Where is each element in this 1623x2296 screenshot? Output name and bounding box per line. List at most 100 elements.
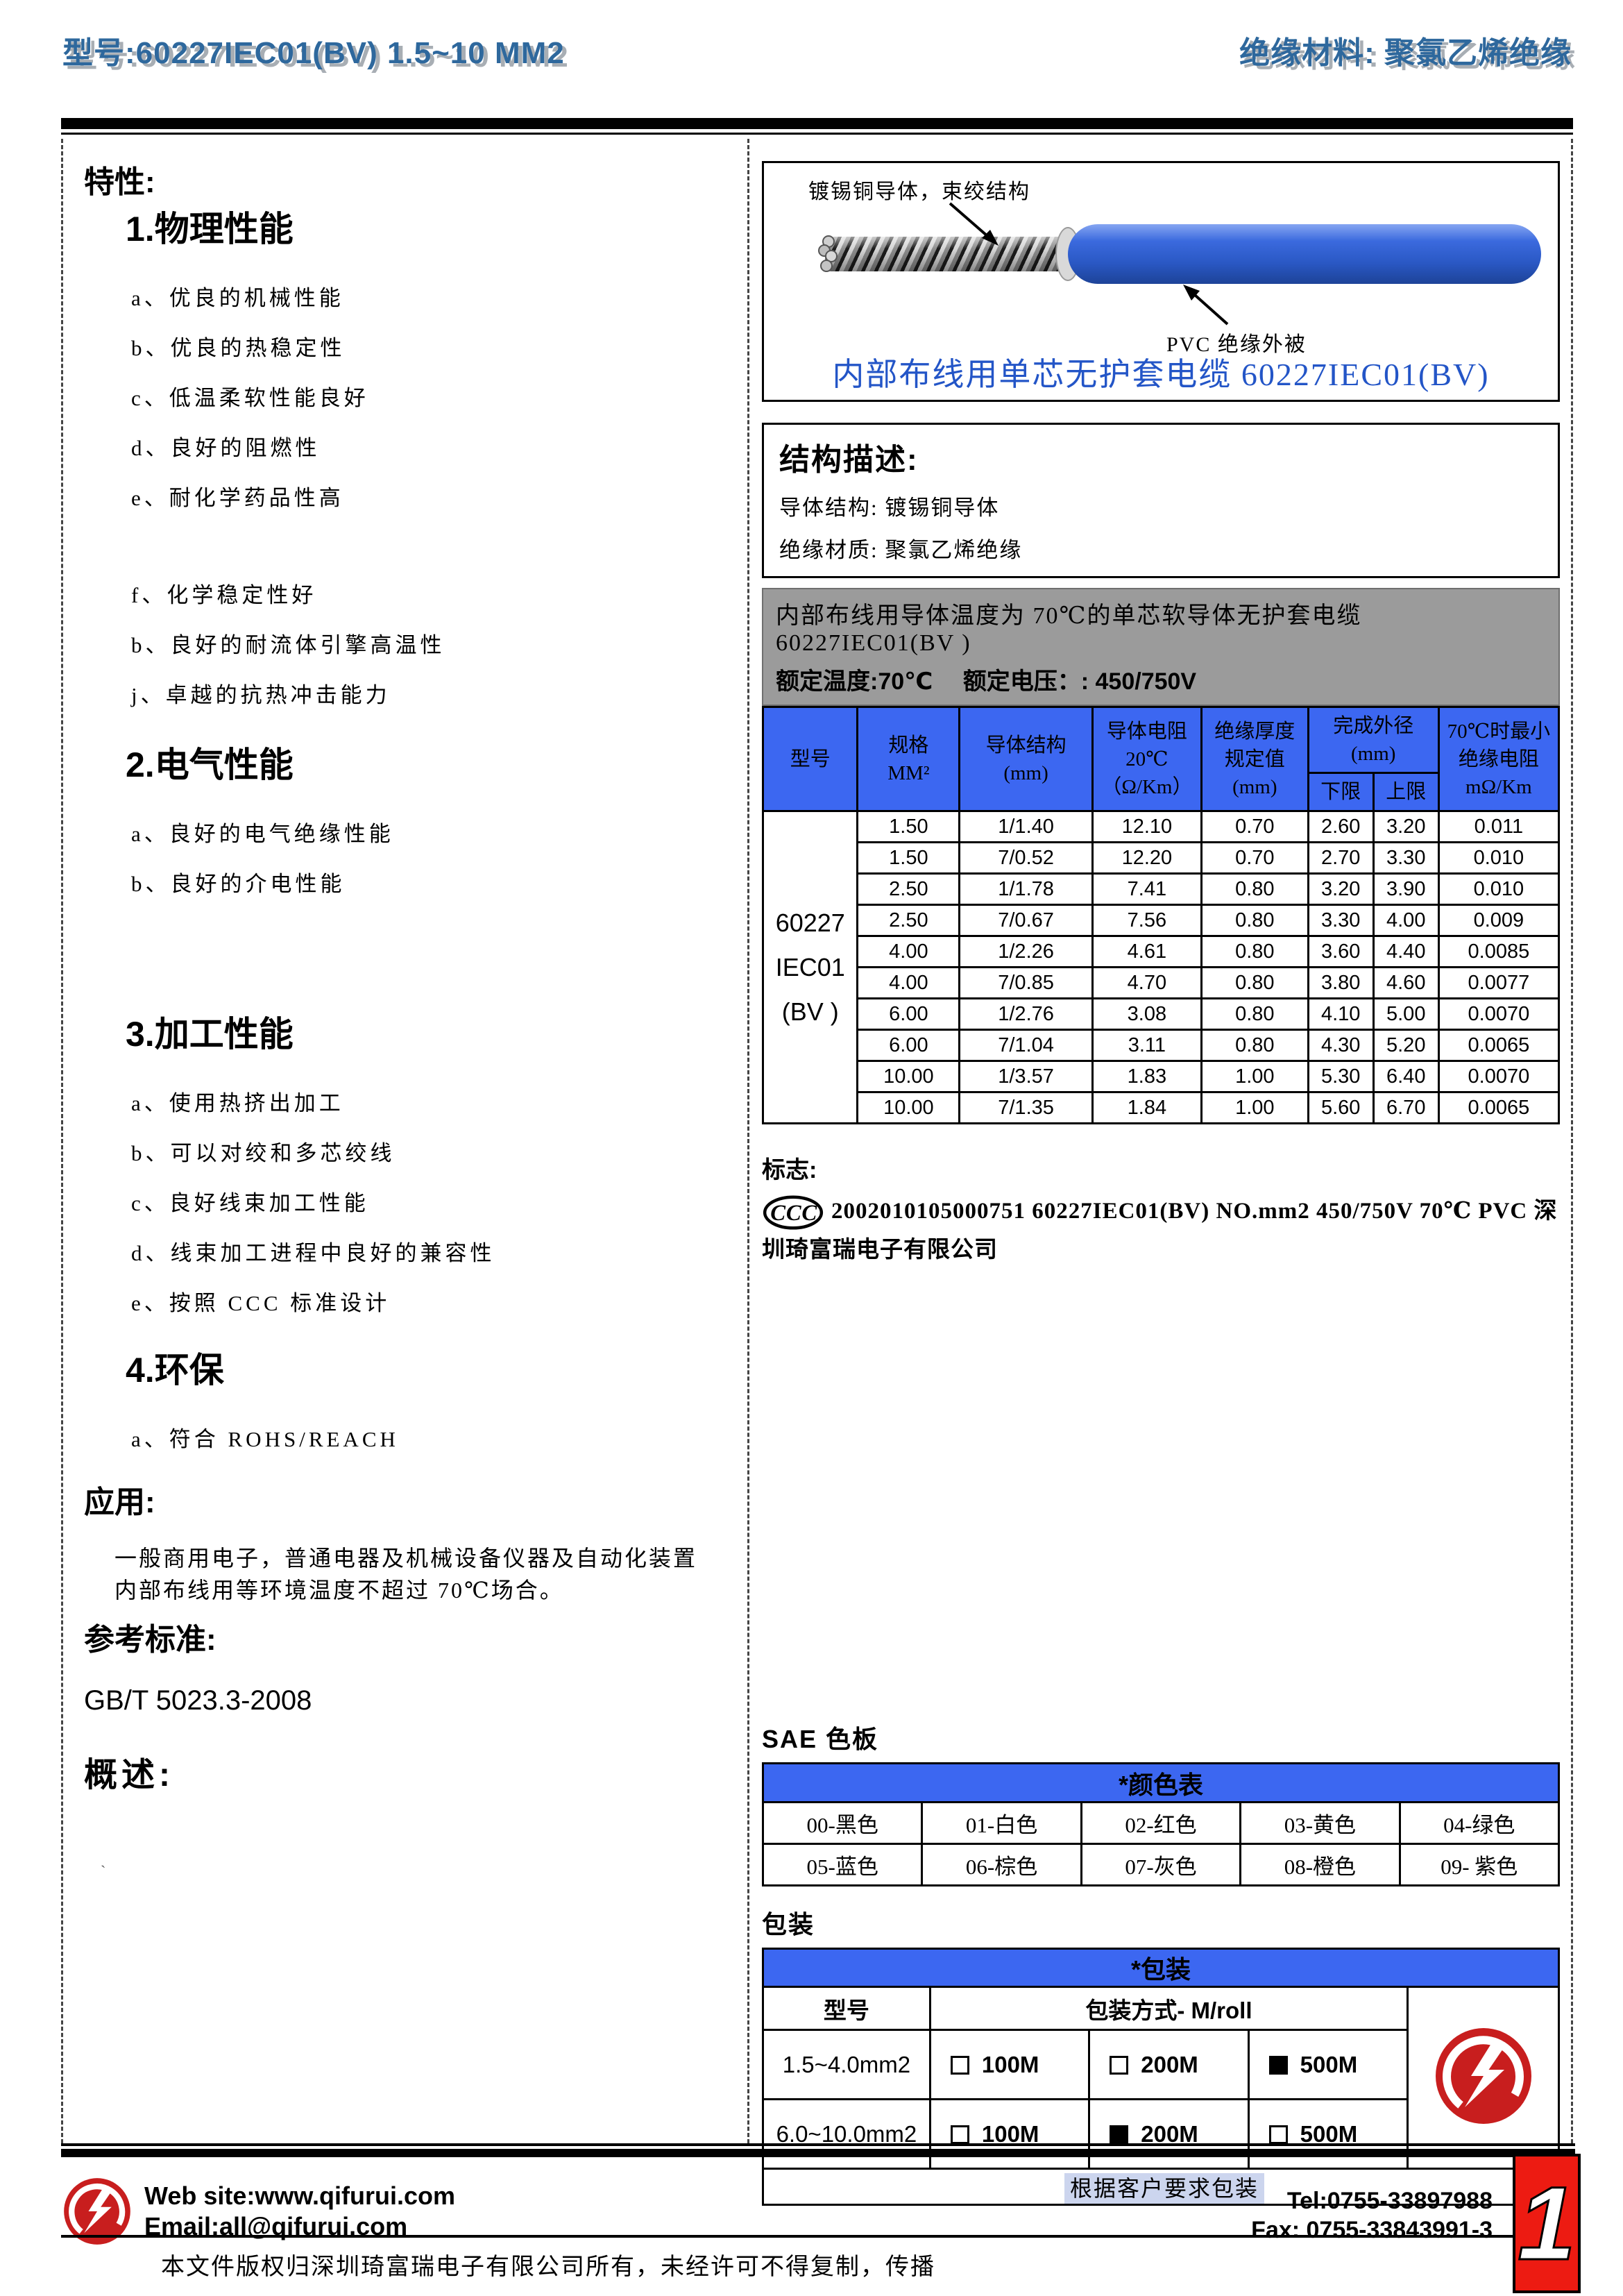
spec-cell: 1.00 <box>1200 1091 1309 1124</box>
spec-cell: 2.50 <box>856 904 961 937</box>
packaging-col-model: 型号 <box>762 1986 931 2032</box>
page-header: 型号:60227IEC01(BV) 1.5~10 MM2 绝缘材料: 聚氯乙烯绝… <box>62 28 1572 72</box>
spec-cell: 7/1.04 <box>958 1029 1094 1062</box>
spec-table-body: 60227 IEC01 (BV ) 1.50 1/1.40 12.10 0.70 2.60… <box>761 810 1561 1124</box>
reference-title: 参考标准: <box>84 1623 216 1657</box>
packaging-note-cell: 根据客户要求包装 <box>762 2168 1560 2206</box>
spec-cell: 2.60 <box>1307 810 1375 843</box>
packaging-title: 包装 <box>762 1910 815 1939</box>
packaging-row: 1.5~4.0mm2 100M 200M 500M <box>762 2029 1559 2101</box>
structure-line-insulation: 绝缘材质: 聚氯乙烯绝缘 <box>779 538 1023 562</box>
page-number-badge: 1 <box>1513 2154 1581 2293</box>
spec-cell: 0.80 <box>1200 966 1309 999</box>
mark-text-value: 2002010105000751 60227IEC01(BV) NO.mm2 4… <box>762 1199 1558 1263</box>
spec-cell: 7/0.52 <box>958 841 1094 875</box>
spec-table-row: 2.50 7/0.67 7.56 0.80 3.30 4.00 0.009 <box>763 904 1561 937</box>
overview-stray-mark: ` <box>101 1862 106 1880</box>
spec-cell: 3.11 <box>1091 1029 1203 1062</box>
color-table-row: 05-蓝色 06-棕色 07-灰色 08-橙色 09- 紫色 <box>761 1843 1561 1887</box>
color-cell: 02-红色 <box>1080 1801 1242 1846</box>
section-title: 3.加工性能 <box>126 1015 294 1054</box>
checkbox-200m[interactable] <box>1110 2055 1129 2075</box>
footer-contact-left: Web site:www.qifurui.com Email:all@qifur… <box>144 2181 455 2242</box>
color-cell: 00-黑色 <box>761 1801 924 1846</box>
page-number: 1 <box>1517 2164 1577 2283</box>
footer-rule-thick <box>61 2149 1575 2157</box>
spec-cell: 4.40 <box>1372 935 1440 968</box>
packaging-table-title: *包装 <box>762 1948 1560 1989</box>
spec-cell: 3.30 <box>1372 841 1440 875</box>
checkbox-100m[interactable] <box>950 2055 969 2075</box>
packaging-section: 包装 *包装 型号 包装方式- M/roll <box>762 1905 1560 2206</box>
spec-cell: 1/3.57 <box>958 1060 1094 1093</box>
spec-cell: 4.00 <box>856 935 961 968</box>
spec-cell: 5.60 <box>1307 1091 1375 1124</box>
spec-cell: 7/1.35 <box>958 1091 1094 1124</box>
col-insulation-resistance: 70℃时最小 绝缘电阻 mΩ/Km <box>1437 706 1561 812</box>
spec-model-cell: 60227 IEC01 (BV ) <box>761 810 859 1124</box>
spec-cell: 3.60 <box>1307 935 1375 968</box>
spec-cell: 2.50 <box>856 872 961 906</box>
checkbox-500m[interactable] <box>1268 2125 1288 2144</box>
footer-copyright: 本文件版权归深圳琦富瑞电子有限公司所有，未经许可不得复制，传播 <box>161 2254 935 2280</box>
color-cell: 06-棕色 <box>921 1843 1082 1887</box>
spec-table-row: 4.00 1/2.26 4.61 0.80 3.60 4.40 0.0085 <box>763 935 1561 968</box>
spec-cell: 6.00 <box>856 997 961 1031</box>
packaging-option: 500M <box>1247 2098 1409 2170</box>
spec-cell: 6.70 <box>1372 1091 1440 1124</box>
jacket-label: PVC 绝缘外被 <box>1166 333 1307 356</box>
spec-table-row: 10.00 7/1.35 1.84 1.00 5.60 6.70 0.0065 <box>763 1091 1561 1124</box>
spec-cell: 1.50 <box>856 841 961 875</box>
strand-ends-graphic <box>818 235 838 272</box>
spec-cell: 1/2.76 <box>958 997 1094 1031</box>
col-model: 型号 <box>761 706 859 812</box>
checkbox-200m[interactable] <box>1110 2125 1129 2144</box>
spec-cell: 1/2.26 <box>958 935 1094 968</box>
feature-item: b、优良的热稳定性 <box>131 336 346 360</box>
feature-item: a、优良的机械性能 <box>131 286 344 310</box>
rating-line2: 额定温度:70℃ 额定电压：: 450/750V <box>776 668 1197 695</box>
spec-cell: 7/0.67 <box>958 904 1094 937</box>
sae-section: SAE 色板 *颜色表 00-黑色 01-白色 02-红色 03-黄色 04-绿色 05-… <box>761 1719 1561 1887</box>
reference-value: GB/T 5023.3-2008 <box>84 1685 312 1716</box>
spec-cell: 1/1.40 <box>958 810 1094 843</box>
cable-jacket-graphic <box>1068 224 1541 284</box>
spec-cell: 2.70 <box>1307 841 1375 875</box>
svg-text:CCC: CCC <box>770 1201 817 1226</box>
feature-item: a、符合 ROHS/REACH <box>131 1427 399 1451</box>
packaging-model: 1.5~4.0mm2 <box>762 2029 931 2101</box>
spec-cell: 0.0070 <box>1437 997 1561 1031</box>
color-cell: 04-绿色 <box>1398 1801 1561 1846</box>
feature-item: c、低温柔软性能良好 <box>131 386 369 410</box>
footer-logo <box>61 2175 133 2251</box>
feature-item: a、良好的电气绝缘性能 <box>131 822 394 846</box>
overview-title: 概述: <box>84 1757 174 1793</box>
spec-table-row: 10.00 1/3.57 1.83 1.00 5.30 6.40 0.0070 <box>763 1060 1561 1093</box>
feature-item: c、良好线束加工性能 <box>131 1191 369 1215</box>
feature-item: f、化学稳定性好 <box>131 583 317 607</box>
packaging-logo-cell <box>1407 1986 1560 2170</box>
col-od-high: 上限 <box>1372 772 1440 812</box>
spec-cell: 0.80 <box>1200 935 1309 968</box>
spec-cell: 4.30 <box>1307 1029 1375 1062</box>
option-label: 100M <box>981 2051 1039 2077</box>
checkbox-100m[interactable] <box>950 2125 969 2144</box>
spec-cell: 4.70 <box>1091 966 1203 999</box>
spec-cell: 0.0070 <box>1437 1060 1561 1093</box>
spec-cell: 12.10 <box>1091 810 1203 843</box>
spec-cell: 0.70 <box>1200 841 1309 875</box>
spec-cell: 3.80 <box>1307 966 1375 999</box>
packaging-note: 根据客户要求包装 <box>1064 2172 1264 2204</box>
application-text: 一般商用电子，普通电器及机械设备仪器及自动化装置内部布线用等环境温度不超过 70… <box>114 1546 698 1603</box>
cable-diagram: 镀锡铜导体，束绞结构 PVC 绝缘外被 内部布线用单芯无护套电缆 60227IE… <box>762 161 1560 402</box>
option-label: 200M <box>1141 2120 1198 2147</box>
spec-table-row: 2.50 1/1.78 7.41 0.80 3.20 3.90 0.010 <box>763 872 1561 906</box>
packaging-table: *包装 型号 包装方式- M/roll 1.5~4.0mm2 <box>762 1948 1560 2206</box>
spec-cell: 7/0.85 <box>958 966 1094 999</box>
spec-cell: 7.41 <box>1091 872 1203 906</box>
packaging-col-method: 包装方式- M/roll <box>928 1986 1409 2032</box>
packaging-option: 200M <box>1088 2098 1250 2170</box>
spec-cell: 7.56 <box>1091 904 1203 937</box>
spec-cell: 5.20 <box>1372 1029 1440 1062</box>
checkbox-500m[interactable] <box>1268 2055 1288 2075</box>
